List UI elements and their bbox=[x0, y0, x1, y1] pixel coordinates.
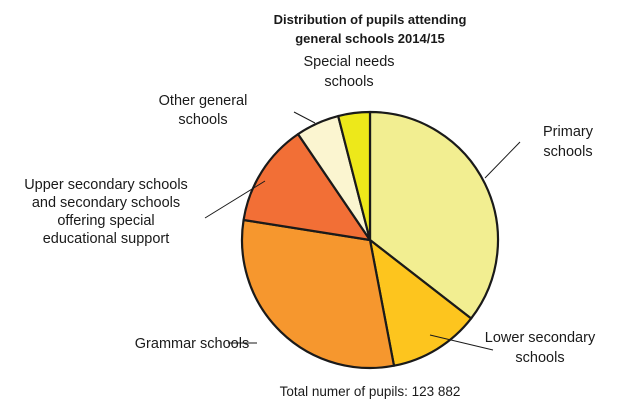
chart-title: Distribution of pupils attending general… bbox=[274, 12, 467, 46]
slice-label: and secondary schools bbox=[32, 195, 180, 211]
pie-slice bbox=[368, 238, 473, 367]
pie-slices bbox=[240, 110, 500, 370]
pie-slice bbox=[242, 133, 372, 242]
pie-slice bbox=[240, 218, 396, 370]
total-pupils-footnote: Total numer of pupils: 123 882 bbox=[280, 384, 461, 399]
leader-line bbox=[429, 334, 494, 351]
leader-lines bbox=[204, 111, 521, 351]
slice-label: educational support bbox=[43, 231, 170, 247]
slice-labels: Primary schools Lower secondary schools Gram… bbox=[24, 54, 596, 366]
chart-title-line-1: Distribution of pupils attending bbox=[274, 12, 467, 27]
slice-label: Special needs bbox=[303, 54, 394, 70]
leader-line bbox=[484, 141, 521, 179]
slice-label: Other general bbox=[159, 93, 248, 109]
slice-label: schools bbox=[515, 350, 564, 366]
slice-label: Grammar schools bbox=[135, 336, 249, 352]
chart-title-line-2: general schools 2014/15 bbox=[295, 31, 445, 46]
slice-label: Upper secondary schools bbox=[24, 177, 188, 193]
slice-label: offering special bbox=[57, 213, 154, 229]
slice-label: schools bbox=[543, 144, 592, 160]
leader-line bbox=[204, 180, 266, 219]
slice-label: Lower secondary bbox=[485, 330, 596, 346]
slice-label: Primary bbox=[543, 124, 594, 140]
leader-line bbox=[293, 111, 316, 124]
pie-slice bbox=[368, 110, 500, 320]
slice-label: schools bbox=[178, 112, 227, 128]
slice-label: schools bbox=[324, 74, 373, 90]
pie-slice bbox=[337, 110, 372, 242]
